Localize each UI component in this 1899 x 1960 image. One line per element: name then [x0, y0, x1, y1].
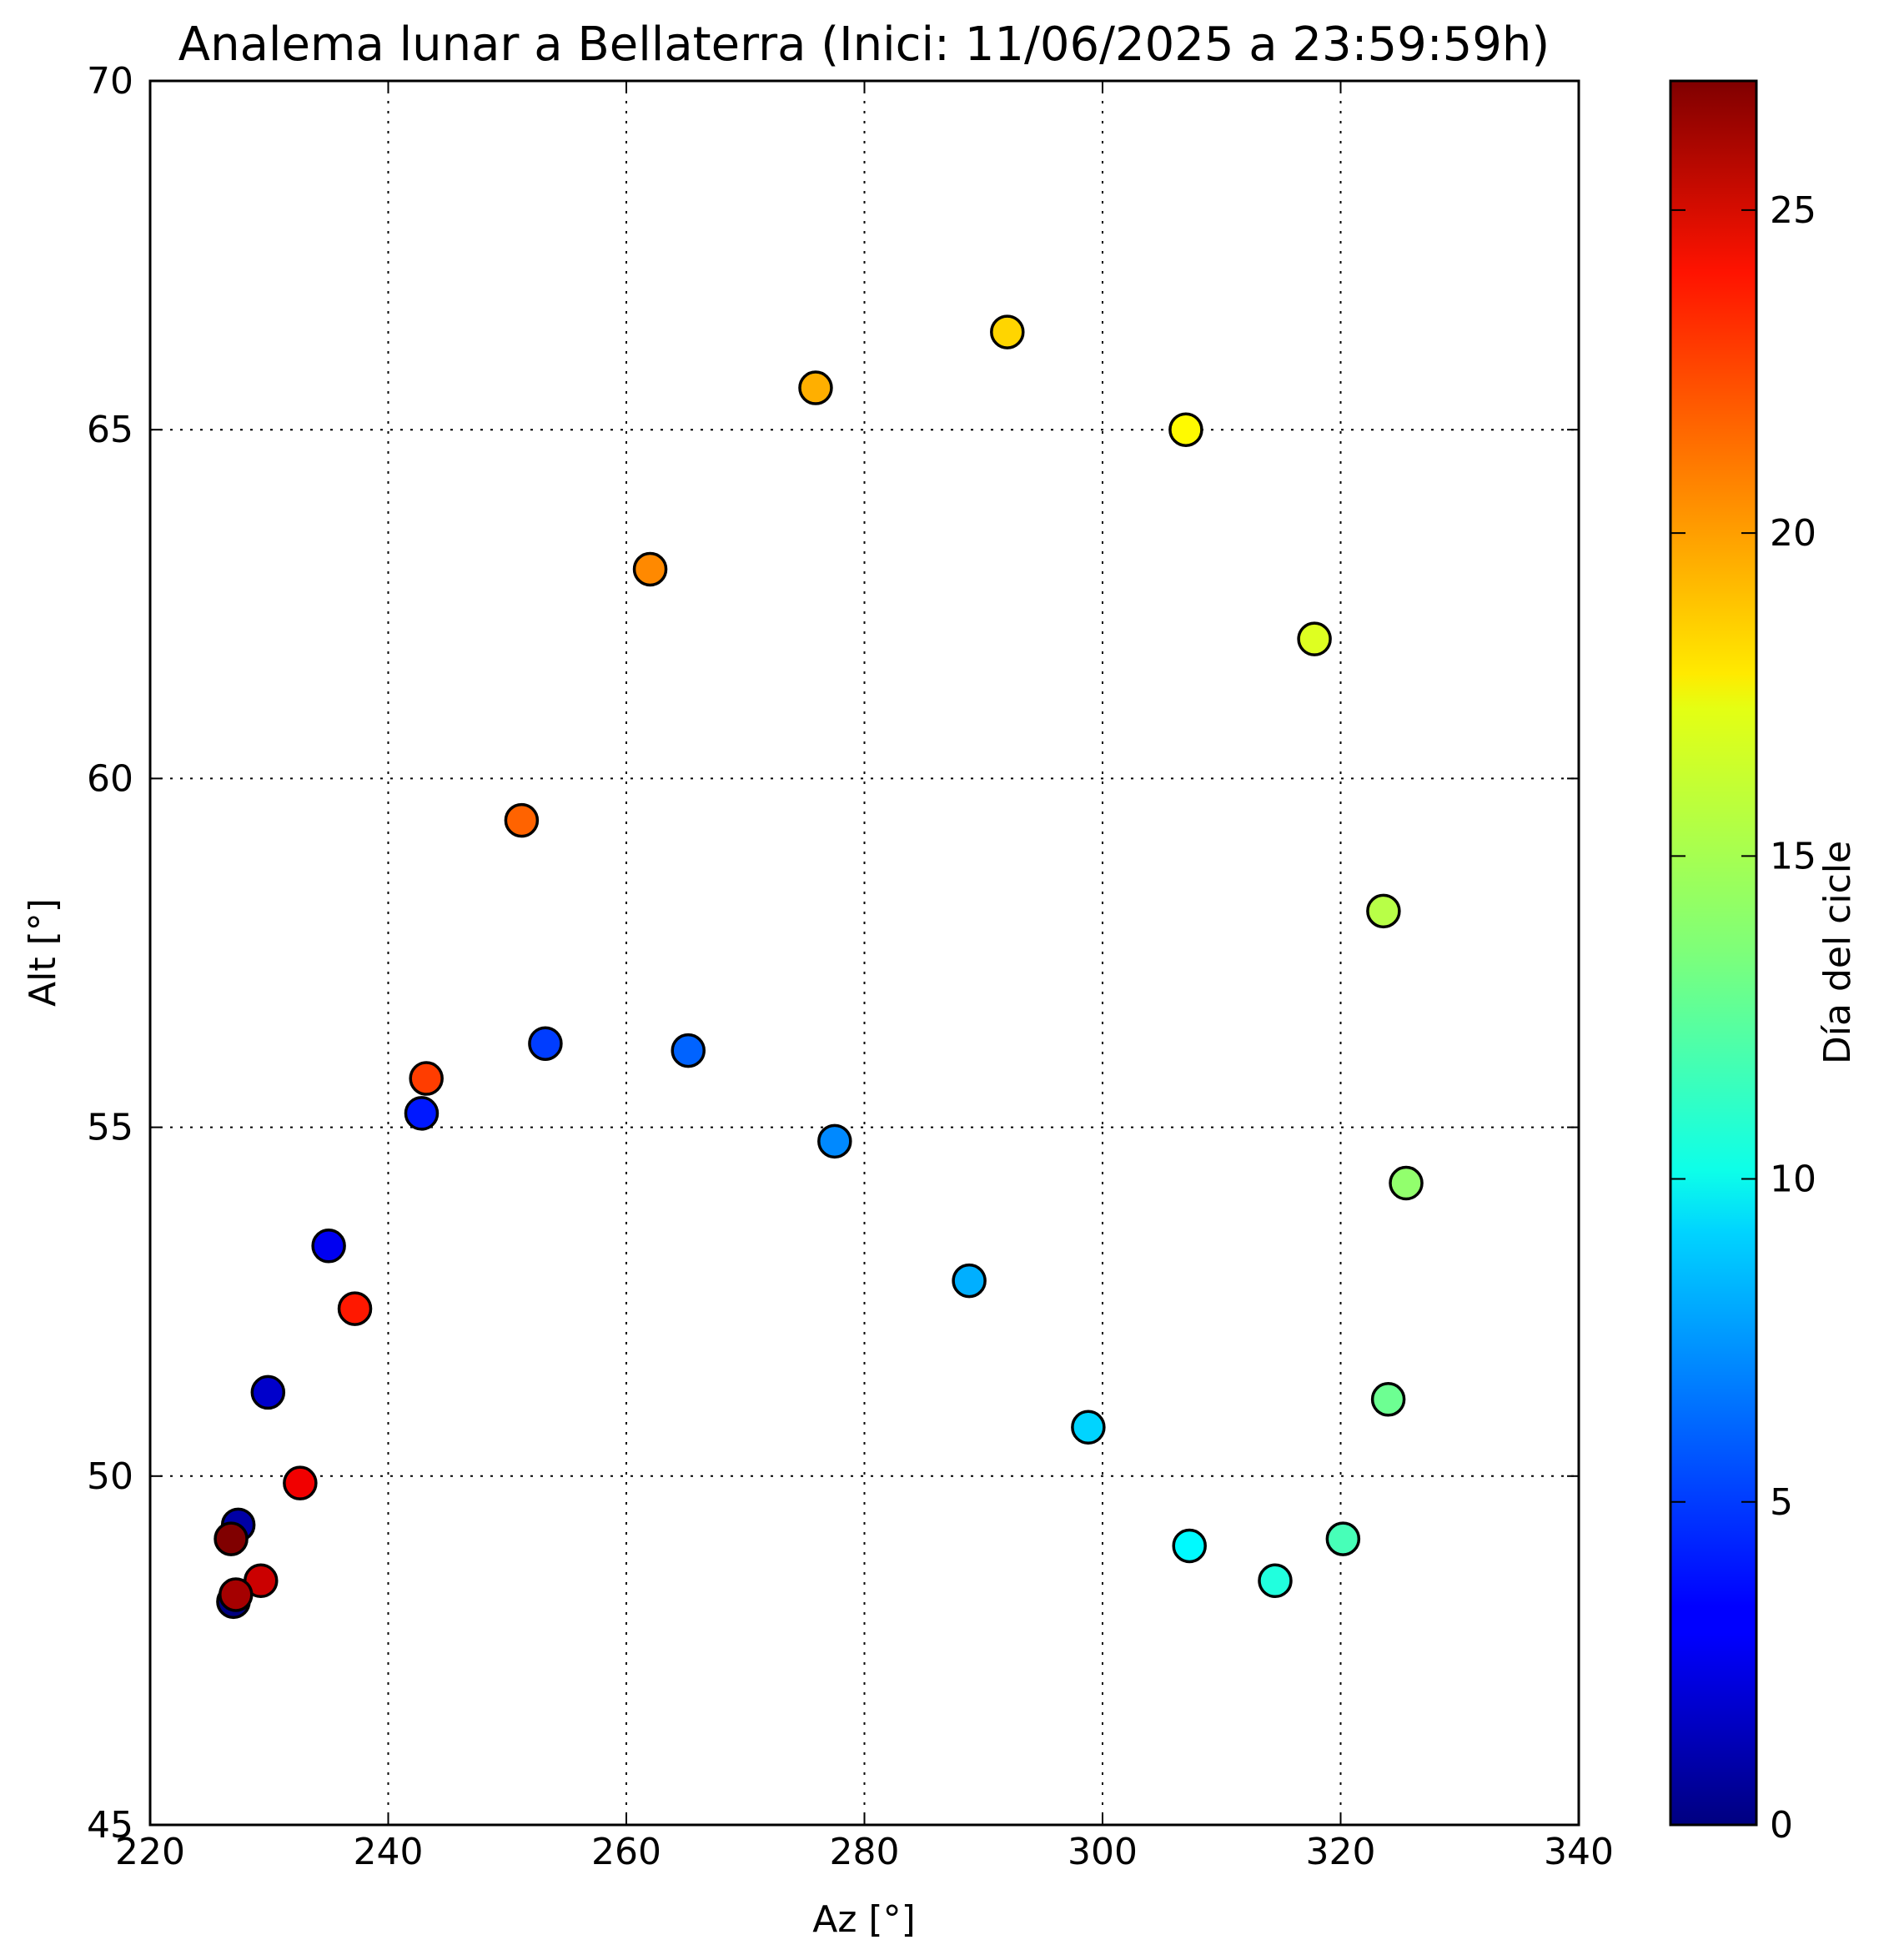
data-point-day-13	[1370, 1382, 1406, 1417]
x-tick-label: 260	[591, 1831, 661, 1873]
axis-ticks: 220 240 260 280 300 320 340 45 50 55 60 65 70	[87, 60, 1614, 1873]
x-axis-label: Az [°]	[812, 1898, 916, 1941]
x-tick-label: 280	[830, 1831, 900, 1873]
x-tick-label: 240	[354, 1831, 424, 1873]
data-point-day-8	[952, 1263, 987, 1299]
x-tick-label: 300	[1068, 1831, 1138, 1873]
data-point-day-24	[283, 1465, 318, 1500]
colorbar-tick-label: 0	[1770, 1804, 1793, 1847]
colorbar	[1669, 79, 1758, 1827]
colorbar-tick-label: 15	[1770, 835, 1816, 877]
chart-title: Analema lunar a Bellaterra (Inici: 11/06…	[178, 18, 1550, 72]
data-point-day-10	[1172, 1528, 1207, 1564]
data-point-day-18	[990, 314, 1025, 349]
data-point-day-5	[528, 1026, 563, 1061]
y-tick-label: 70	[87, 60, 133, 103]
data-point-day-27	[214, 1521, 249, 1556]
colorbar-tick-label: 10	[1770, 1158, 1816, 1201]
data-point-day-7	[817, 1123, 852, 1159]
x-tick-label: 340	[1544, 1831, 1614, 1873]
data-point-day-23	[337, 1291, 373, 1326]
x-tick-label: 320	[1306, 1831, 1376, 1873]
data-point-day-14	[1389, 1165, 1424, 1201]
data-point-day-4	[404, 1096, 440, 1131]
colorbar-tick-label: 20	[1770, 512, 1816, 555]
y-tick-label: 65	[87, 409, 133, 451]
data-point-day-21	[504, 802, 540, 838]
scatter-points	[214, 314, 1424, 1620]
grid-lines	[150, 81, 1579, 1825]
data-point-day-15	[1366, 893, 1401, 929]
data-point-day-3	[311, 1229, 346, 1264]
y-tick-label: 55	[87, 1107, 133, 1149]
data-point-day-6	[671, 1033, 706, 1068]
colorbar-ticks: 0 5 10 15 20 25	[1670, 189, 1816, 1847]
data-point-day-16	[1297, 621, 1332, 656]
data-point-day-17	[1168, 412, 1203, 447]
data-point-day-19	[798, 370, 833, 405]
colorbar-tick-label: 5	[1770, 1481, 1793, 1524]
data-point-day-22	[409, 1061, 444, 1096]
data-point-day-9	[1071, 1410, 1106, 1445]
data-point-day-11	[1258, 1563, 1293, 1599]
data-point-day-20	[632, 551, 668, 587]
colorbar-tick-label: 25	[1770, 189, 1816, 232]
data-point-day-2	[250, 1375, 286, 1410]
colorbar-label: Día del cicle	[1816, 841, 1859, 1064]
data-point-day-26	[219, 1577, 254, 1612]
x-tick-label: 220	[115, 1831, 185, 1873]
y-tick-label: 60	[87, 757, 133, 800]
y-tick-label: 45	[87, 1804, 133, 1847]
y-axis-label: Alt [°]	[22, 898, 64, 1007]
y-tick-label: 50	[87, 1455, 133, 1498]
data-point-day-12	[1325, 1521, 1361, 1556]
